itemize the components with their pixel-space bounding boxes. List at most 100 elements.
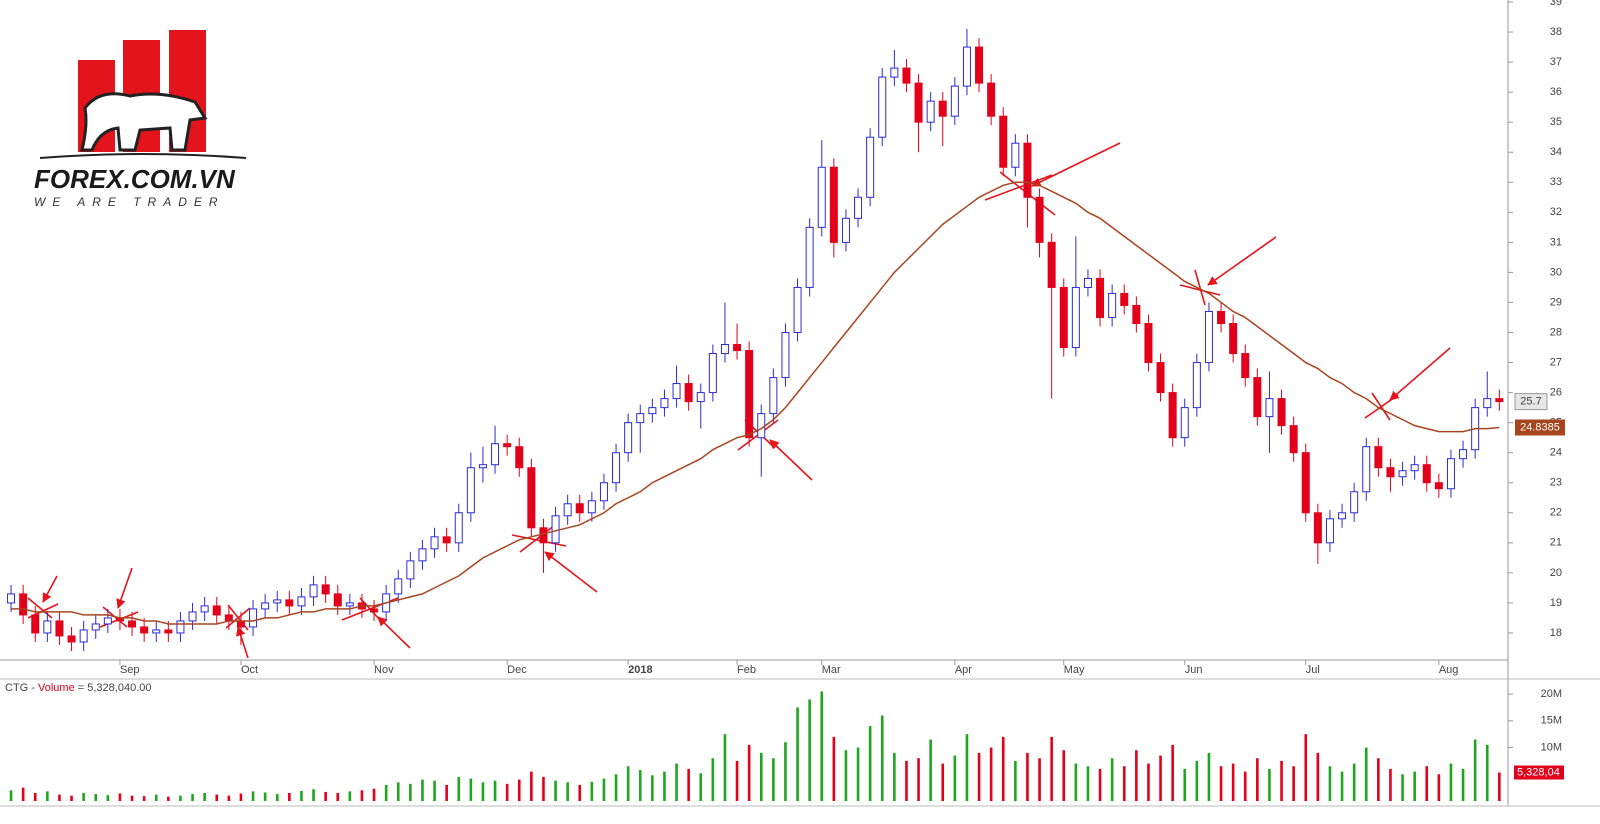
- volume-bar: [1268, 768, 1271, 801]
- arrow: [544, 551, 598, 593]
- candle-body: [1035, 196, 1044, 243]
- volume-bar: [1014, 760, 1017, 801]
- candle-body: [1096, 277, 1105, 318]
- candle-body: [394, 578, 403, 595]
- volume-bar: [433, 780, 436, 801]
- volume-bar: [1231, 763, 1235, 801]
- volume-bar: [372, 788, 376, 801]
- candle-body: [575, 503, 584, 514]
- candle-body: [563, 503, 572, 517]
- candle-body: [914, 82, 923, 123]
- candle-body: [176, 620, 185, 634]
- candle-body: [599, 482, 608, 502]
- candle-body: [854, 196, 863, 219]
- candle-body: [962, 46, 971, 87]
- candle-body: [805, 226, 814, 288]
- volume-bar: [409, 783, 412, 801]
- volume-bar: [638, 769, 642, 801]
- volume-bar: [239, 793, 243, 801]
- candle-body: [527, 467, 536, 529]
- cross: [1371, 392, 1391, 421]
- candle-body: [817, 166, 826, 228]
- candle-body: [1192, 362, 1201, 409]
- cross: [27, 597, 53, 619]
- arrow: [769, 439, 813, 481]
- candle-body: [999, 115, 1008, 168]
- candle-body: [660, 398, 669, 409]
- logo-name: FOREX.COM.VN: [34, 164, 236, 194]
- volume-bar: [300, 790, 303, 801]
- candle-body: [55, 620, 64, 637]
- volume-bar: [687, 768, 690, 801]
- volume-bar: [1110, 758, 1114, 801]
- x-tick-label: 2018: [628, 664, 652, 676]
- candle-body: [224, 614, 233, 622]
- volume-bar: [1485, 744, 1489, 801]
- y-tick-label: 29: [1550, 296, 1562, 308]
- volume-bar: [1316, 752, 1320, 801]
- candle-body: [624, 422, 633, 454]
- x-tick-label: Mar: [822, 664, 841, 676]
- volume-bar: [1207, 752, 1211, 801]
- volume-bar: [167, 796, 170, 801]
- volume-bar: [1219, 766, 1223, 801]
- candle-body: [478, 464, 487, 469]
- volume-bar: [154, 794, 158, 801]
- candle-body: [733, 344, 742, 352]
- volume-bar: [505, 783, 509, 801]
- x-tick-label: Nov: [374, 664, 394, 676]
- volume-bar: [469, 778, 473, 801]
- candle-body: [1059, 286, 1068, 349]
- volume-bar: [880, 715, 884, 801]
- y-tick-label: 34: [1550, 146, 1562, 158]
- volume-bar: [772, 758, 775, 801]
- volume-bar: [905, 760, 908, 801]
- candle-body: [454, 512, 463, 544]
- legend-symbol: CTG -: [5, 682, 35, 694]
- candle-body: [975, 46, 984, 84]
- y-tick-label: 38: [1550, 26, 1562, 38]
- volume-bar: [142, 796, 146, 801]
- x-tick-label: Dec: [507, 664, 527, 676]
- arrow: [236, 626, 249, 659]
- candle-body: [1398, 470, 1407, 478]
- last-volume-box: [1514, 765, 1564, 780]
- candle-body: [1289, 425, 1298, 454]
- candle-body: [442, 536, 451, 544]
- candle-body: [1362, 446, 1371, 493]
- candle-body: [720, 344, 729, 355]
- volume-bar: [481, 782, 485, 801]
- logo-tagline: WE ARE TRADER: [34, 195, 225, 209]
- volume-bar: [602, 778, 606, 801]
- candle-body: [1229, 322, 1238, 355]
- candle-body: [19, 593, 28, 616]
- candle-body: [902, 67, 911, 84]
- candle-body: [103, 617, 112, 625]
- cross: [519, 524, 556, 553]
- candle-body: [1374, 446, 1383, 469]
- volume-bar: [215, 794, 219, 801]
- ma-value-label: 24.8385: [1520, 421, 1560, 433]
- candle-body: [950, 85, 959, 117]
- candle-body: [1325, 518, 1334, 544]
- volume-bar: [82, 792, 85, 801]
- logo-bull: [80, 92, 208, 152]
- cross: [225, 607, 251, 629]
- volume-bar: [1449, 763, 1453, 801]
- volume-bar: [542, 776, 545, 801]
- candle-body: [1422, 464, 1431, 484]
- y-tick-label: 33: [1550, 176, 1562, 188]
- volume-bar: [977, 752, 981, 801]
- candle-body: [1204, 310, 1213, 364]
- candle-body: [503, 443, 512, 448]
- candle-body: [1180, 407, 1189, 439]
- candle-body: [781, 332, 790, 379]
- volume-bar: [1171, 744, 1174, 801]
- volume-bar: [384, 784, 388, 801]
- candle-body: [539, 527, 548, 544]
- candle-body: [587, 500, 596, 514]
- volume-bar: [457, 776, 461, 801]
- candle-body: [1313, 512, 1322, 544]
- candle-body: [1434, 482, 1443, 490]
